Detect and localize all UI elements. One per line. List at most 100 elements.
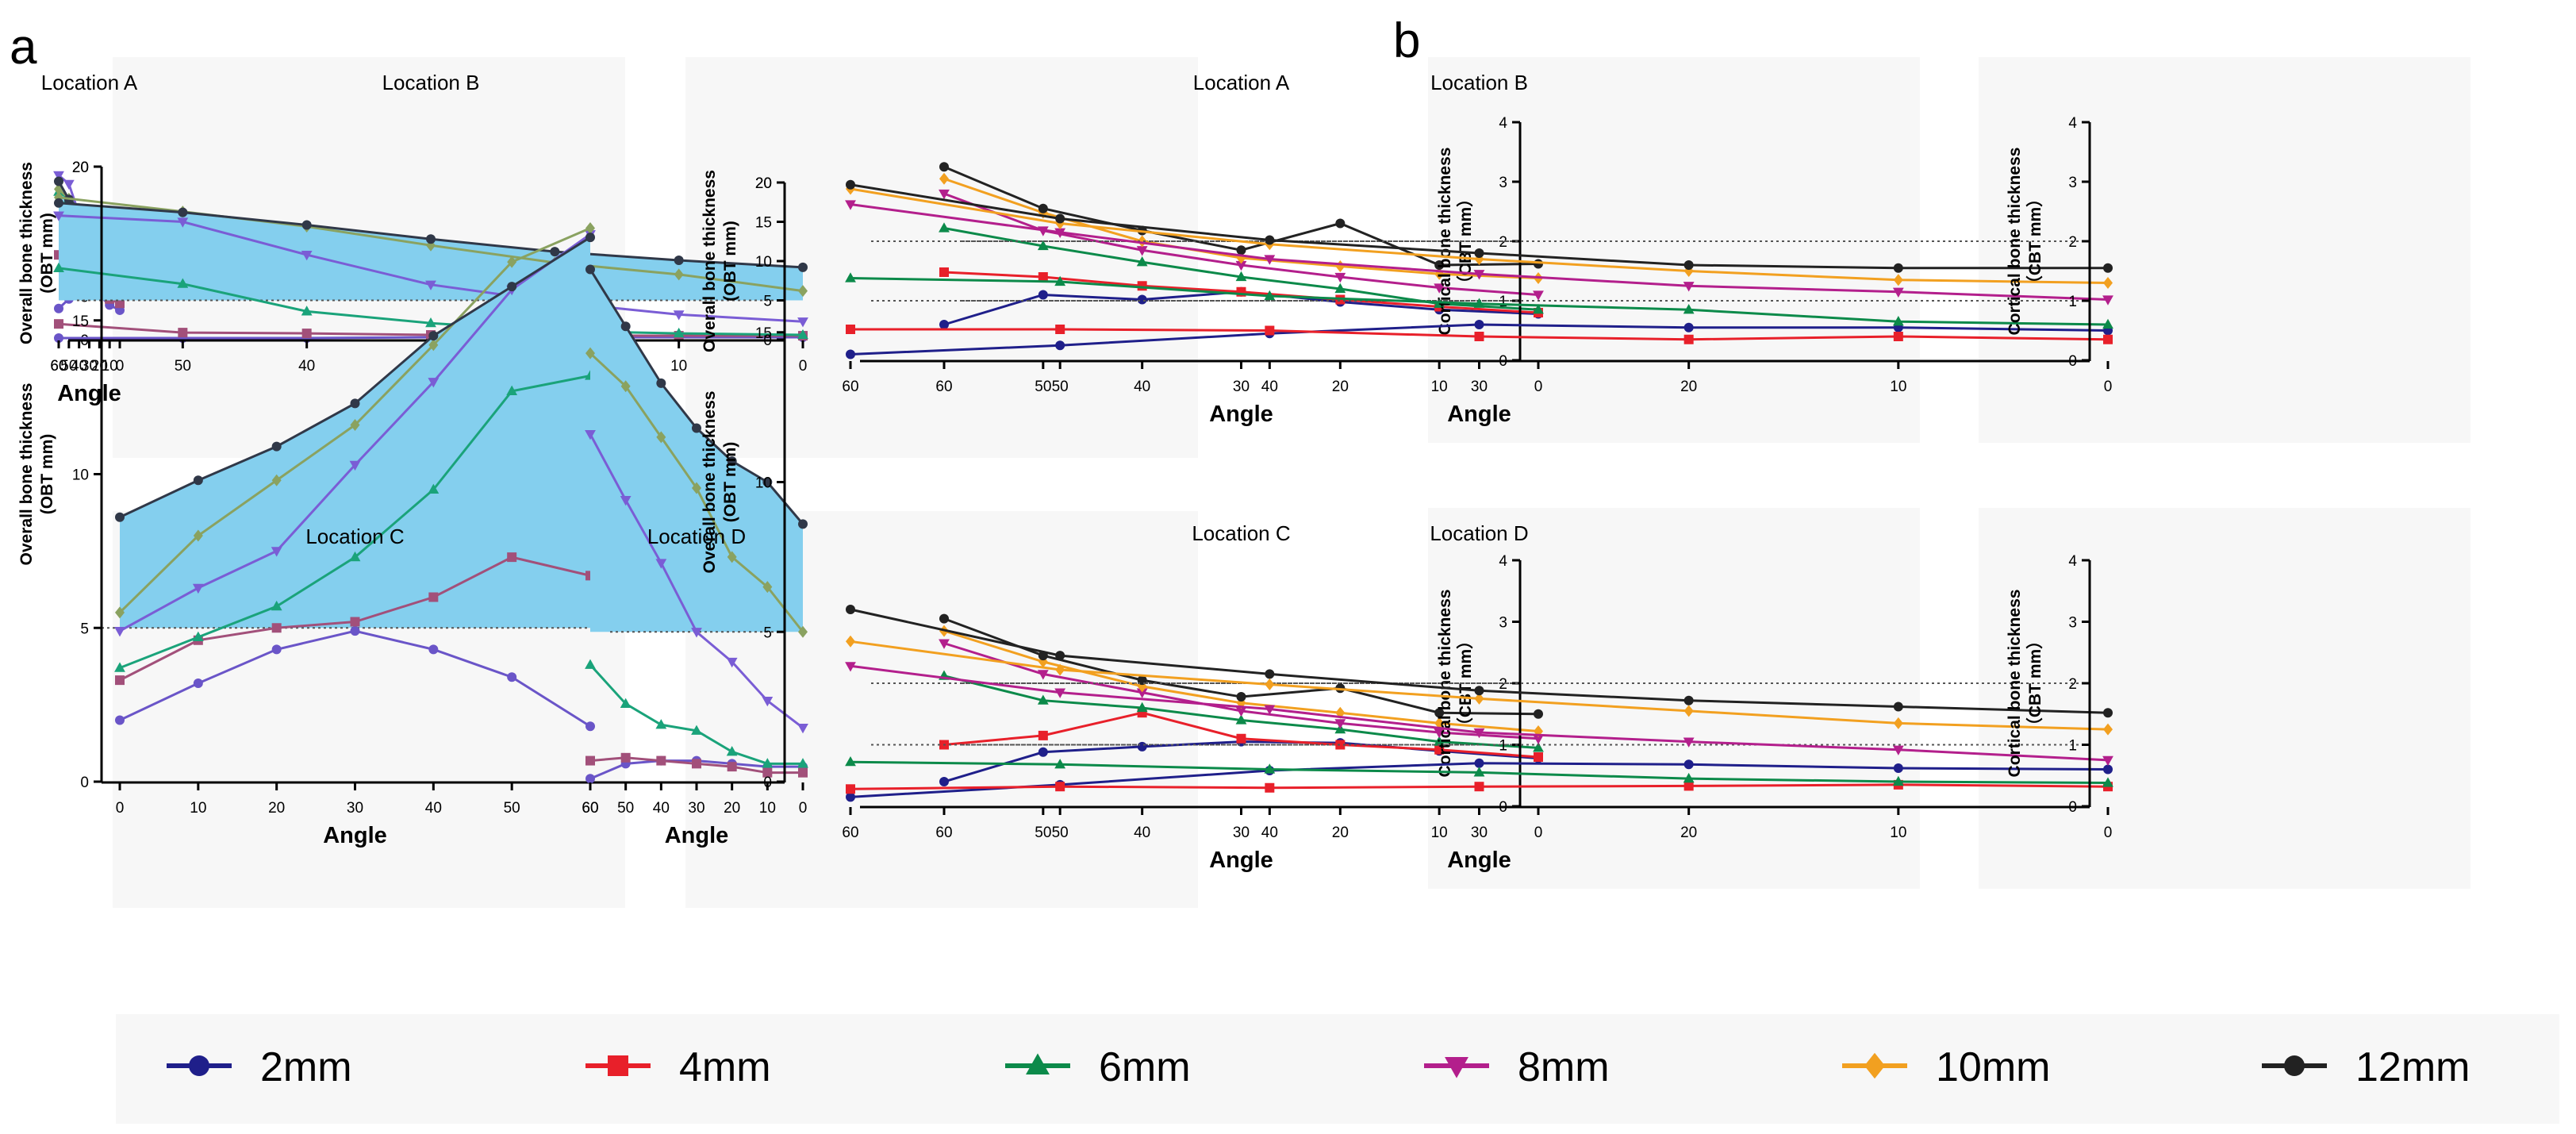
data-point-2mm <box>54 333 63 344</box>
y-tick-label: 0 <box>80 775 89 791</box>
data-point-8mm <box>1473 728 1485 739</box>
legend-item-8mm: 8mm <box>1424 1044 1610 1090</box>
legend-item-2mm: 2mm <box>167 1044 352 1090</box>
data-point-8mm <box>114 627 125 637</box>
data-point-4mm <box>1137 281 1147 291</box>
y-tick-label: 20 <box>72 160 89 176</box>
data-point-2mm <box>507 672 517 682</box>
data-point-8mm <box>1334 272 1346 283</box>
chart-title: Location C <box>1192 521 1290 545</box>
data-point-6mm <box>428 483 440 494</box>
data-point-12mm <box>54 176 63 186</box>
y-tick-label: 10 <box>755 254 772 271</box>
data-point-6mm <box>2102 318 2113 329</box>
data-point-8mm <box>939 639 950 649</box>
data-point-12mm <box>798 519 808 529</box>
data-point-8mm <box>1434 728 1445 739</box>
legend-label: 2mm <box>260 1044 352 1090</box>
y-axis-label-line: Cortical bone thickness <box>2006 590 2024 778</box>
data-point-12mm <box>1055 213 1065 224</box>
data-point-12mm <box>426 234 436 244</box>
data-point-6mm <box>1054 275 1066 286</box>
data-point-10mm <box>1434 717 1445 729</box>
chart-title: Location D <box>1430 521 1528 545</box>
data-point-10mm <box>1265 678 1275 691</box>
data-point-12mm <box>1434 708 1445 718</box>
data-point-8mm <box>1054 228 1066 238</box>
data-point-8mm <box>673 310 685 321</box>
x-axis-label: Angle <box>1209 848 1273 873</box>
data-point-12mm <box>939 162 949 172</box>
shaded-region <box>590 269 803 632</box>
legend-item-4mm: 4mm <box>585 1044 771 1090</box>
data-point-12mm <box>939 613 949 624</box>
data-point-6mm <box>192 631 204 641</box>
data-point-6mm <box>585 659 596 669</box>
data-point-12mm <box>620 321 631 332</box>
data-point-6mm <box>1533 304 1544 314</box>
y-tick-label: 1 <box>2068 738 2077 755</box>
data-point-12mm <box>350 398 360 409</box>
y-tick-label: 1 <box>1499 294 1507 310</box>
x-tick-label: 50 <box>617 800 634 817</box>
chart-title: Location A <box>41 71 138 94</box>
panel-letter-b: b <box>1393 13 1420 68</box>
y-tick-label: 5 <box>763 294 772 310</box>
data-point-4mm <box>1434 744 1445 755</box>
y-tick-label: 10 <box>72 467 89 484</box>
x-tick-label: 40 <box>1261 379 1278 395</box>
data-point-12mm <box>585 233 595 243</box>
chart-background <box>1428 508 1920 889</box>
legend-marker-10mm <box>1864 1052 1885 1079</box>
data-point-8mm <box>1892 745 1904 755</box>
legend: 2mm 4mm 6mm 8mm 10mm 12mm <box>116 1014 2559 1124</box>
legend-marker-4mm <box>608 1055 628 1076</box>
data-point-2mm <box>846 792 855 802</box>
x-tick-label: 30 <box>81 358 98 375</box>
data-point-2mm <box>271 644 282 655</box>
y-axis-label-line: (OBT mm) <box>721 221 739 302</box>
data-point-10mm <box>271 474 282 486</box>
data-point-8mm <box>2102 755 2113 767</box>
x-tick-label: 20 <box>1680 379 1697 395</box>
data-point-2mm <box>1893 763 1903 773</box>
data-point-8mm <box>585 430 596 440</box>
y-tick-label: 3 <box>1499 615 1507 632</box>
chart-background <box>1979 508 2470 889</box>
y-axis-label-line: （CBT mm） <box>2025 632 2044 734</box>
data-point-4mm <box>656 755 666 766</box>
x-tick-label: 10 <box>1431 379 1448 395</box>
x-tick-label: 30 <box>347 800 363 817</box>
data-point-12mm <box>1474 248 1484 258</box>
data-point-8mm <box>1136 246 1148 256</box>
data-point-2mm <box>1474 758 1484 768</box>
data-point-6mm <box>2102 777 2113 787</box>
data-point-12mm <box>2103 263 2113 273</box>
data-point-2mm <box>585 721 595 732</box>
data-point-6mm <box>1434 736 1445 746</box>
x-tick-label: 40 <box>1134 379 1150 395</box>
data-point-8mm <box>1533 734 1544 744</box>
chart-title: Location B <box>382 71 480 94</box>
data-point-8mm <box>1533 290 1544 301</box>
y-tick-label: 0 <box>2068 799 2077 816</box>
data-point-6mm <box>845 272 856 283</box>
y-axis-label: Cortical bone thickness （CBT mm） <box>2006 148 2044 336</box>
x-tick-label: 60 <box>50 358 67 375</box>
x-tick-label: 10 <box>1890 825 1906 841</box>
data-point-12mm <box>798 262 808 272</box>
x-axis-label: Angle <box>1447 848 1511 873</box>
data-point-10mm <box>2103 723 2113 736</box>
data-point-10mm <box>656 431 666 444</box>
y-tick-label: 4 <box>1499 115 1507 132</box>
data-point-4mm <box>1038 272 1048 282</box>
y-axis-label-line: Overall bone thickness <box>701 391 719 574</box>
x-tick-label: 0 <box>1534 379 1543 395</box>
legend-label: 12mm <box>2355 1044 2470 1090</box>
x-tick-label: 40 <box>1134 825 1150 841</box>
data-point-2mm <box>193 678 203 688</box>
data-point-4mm <box>1534 752 1543 762</box>
